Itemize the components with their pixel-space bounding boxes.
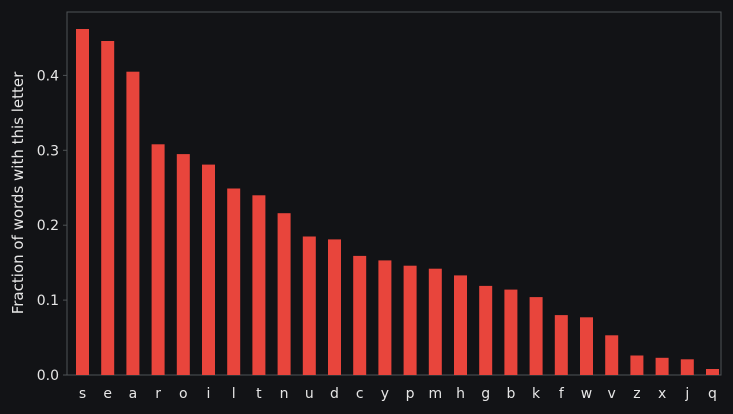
bar-g	[479, 285, 493, 375]
x-tick-label: u	[305, 386, 314, 402]
x-tick-label: f	[559, 386, 565, 402]
x-tick-label: k	[532, 386, 541, 402]
bar-b	[504, 289, 518, 375]
bar-u	[302, 236, 316, 375]
bar-a	[126, 71, 140, 375]
x-tick-label: j	[684, 386, 689, 402]
bar-r	[151, 144, 165, 375]
bar-i	[202, 164, 215, 375]
y-tick-label: 0.0	[37, 368, 59, 384]
bars-group	[76, 29, 719, 375]
x-tick-label: z	[633, 386, 640, 402]
bar-t	[252, 195, 266, 375]
x-tick-label: w	[581, 386, 592, 402]
y-axis-title: Fraction of words with this letter	[9, 71, 27, 314]
x-tick-label: o	[179, 386, 188, 402]
bar-x	[655, 357, 669, 375]
y-axis-ticks: 0.0 0.1 0.2 0.3 0.4	[37, 68, 67, 384]
y-tick-label: 0.4	[37, 68, 59, 84]
bar-v	[605, 335, 619, 375]
bar-f	[554, 315, 568, 375]
bar-j	[680, 359, 694, 375]
x-tick-label: l	[232, 386, 236, 402]
x-tick-label: b	[506, 386, 515, 402]
y-tick-label: 0.1	[37, 293, 59, 309]
bar-y	[378, 260, 392, 375]
bar-l	[227, 188, 241, 375]
x-tick-label: p	[406, 386, 415, 402]
bar-s	[76, 29, 89, 375]
x-tick-label: q	[708, 386, 717, 402]
bar-w	[580, 317, 593, 375]
x-tick-label: n	[280, 386, 289, 402]
x-tick-label: r	[155, 386, 161, 402]
bar-d	[328, 239, 341, 375]
bar-m	[428, 268, 442, 375]
bar-e	[101, 41, 115, 375]
x-tick-label: t	[256, 386, 262, 402]
bar-p	[403, 265, 417, 375]
y-tick-label: 0.2	[37, 218, 59, 234]
x-tick-label: i	[207, 386, 211, 402]
y-tick-label: 0.3	[37, 143, 59, 159]
x-tick-label: c	[356, 386, 364, 402]
bar-z	[630, 355, 644, 375]
bar-q	[706, 369, 719, 375]
x-tick-label: e	[103, 386, 112, 402]
x-tick-label: d	[330, 386, 339, 402]
x-tick-label: g	[481, 386, 490, 402]
x-tick-label: v	[608, 386, 616, 402]
x-tick-label: x	[658, 386, 666, 402]
bar-c	[353, 255, 367, 375]
x-tick-label: h	[456, 386, 465, 402]
plot-frame	[66, 11, 722, 376]
x-tick-label: y	[381, 386, 389, 402]
x-tick-label: s	[79, 386, 86, 402]
bar-h	[454, 275, 467, 375]
bar-n	[277, 213, 291, 375]
x-tick-label: a	[129, 386, 138, 402]
x-tick-label: m	[428, 386, 442, 402]
bar-k	[529, 297, 543, 375]
bar-o	[176, 154, 190, 375]
